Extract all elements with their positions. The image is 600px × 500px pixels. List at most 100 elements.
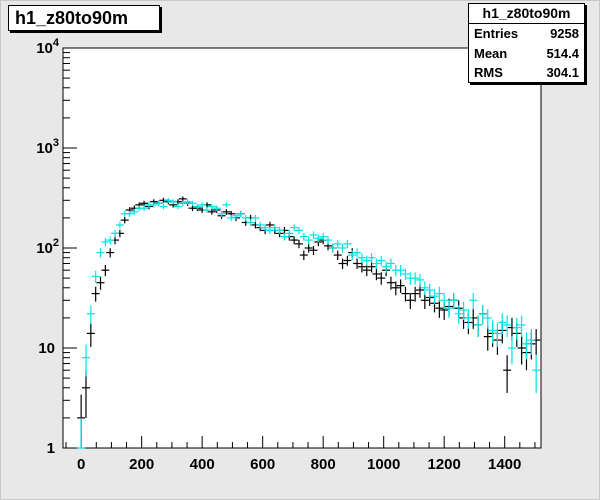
data-point [396, 279, 405, 293]
x-tick-label: 200 [129, 456, 154, 473]
data-point [338, 243, 347, 253]
data-point [130, 209, 139, 215]
data-point [198, 202, 207, 208]
data-point [246, 219, 255, 226]
data-point [91, 270, 100, 283]
data-point [294, 226, 303, 235]
data-point [222, 209, 231, 215]
data-point [483, 309, 492, 329]
data-point [217, 210, 226, 217]
stats-row-mean: Mean 514.4 [469, 44, 584, 64]
data-point [406, 293, 415, 310]
data-point [154, 200, 163, 206]
y-tick-label: 1 [47, 440, 55, 457]
data-point [294, 239, 303, 249]
data-point [86, 305, 95, 325]
stats-label: Mean [474, 45, 508, 61]
data-point [328, 243, 337, 253]
data-point [81, 370, 90, 418]
plot-area [62, 47, 542, 449]
data-point [333, 239, 342, 249]
data-point [517, 336, 526, 365]
data-point [159, 203, 168, 210]
stats-label: Entries [474, 26, 519, 41]
data-point [232, 212, 241, 219]
data-point [353, 248, 362, 258]
series-1 [77, 197, 541, 449]
data-point [149, 202, 158, 208]
data-point [474, 315, 483, 338]
data-point [401, 286, 410, 302]
data-point [261, 224, 270, 232]
data-point [106, 236, 115, 245]
data-point [81, 344, 90, 377]
data-point [207, 209, 216, 215]
data-points [77, 196, 541, 449]
data-point [415, 274, 424, 287]
data-point [280, 232, 289, 241]
data-point [212, 205, 221, 212]
data-point [203, 207, 212, 213]
data-point [140, 200, 149, 206]
x-tick-label: 800 [311, 456, 336, 473]
data-point [290, 224, 299, 232]
data-point [391, 281, 400, 296]
data-point [362, 255, 371, 266]
data-point [498, 313, 507, 335]
data-point [227, 214, 236, 222]
data-point [449, 293, 458, 310]
data-point [270, 224, 279, 232]
data-point [483, 325, 492, 351]
data-point [140, 205, 149, 212]
x-tick-label: 400 [190, 456, 215, 473]
data-point [372, 258, 381, 270]
data-point [173, 203, 182, 210]
data-point [314, 234, 323, 243]
stats-row-rms: RMS 304.1 [469, 63, 584, 83]
data-point [411, 286, 420, 302]
data-point [353, 258, 362, 270]
data-point [488, 320, 497, 344]
data-point [411, 272, 420, 285]
data-point [236, 210, 245, 217]
histogram-title: h1_z80to90m [8, 5, 160, 31]
data-point [290, 236, 299, 245]
data-point [357, 261, 366, 273]
data-point [445, 300, 454, 318]
data-point [420, 281, 429, 296]
data-point [319, 232, 328, 241]
data-point [469, 293, 478, 310]
stats-box-name: h1_z80to90m [469, 4, 584, 24]
data-point [464, 309, 473, 329]
data-point [454, 305, 463, 325]
data-point [193, 203, 202, 210]
data-point [377, 272, 386, 285]
data-point [503, 315, 512, 338]
data-point [96, 248, 105, 258]
x-tick-label: 0 [77, 456, 85, 473]
data-point [106, 248, 115, 258]
data-point [304, 236, 313, 245]
stats-row-entries: Entries 9258 [469, 24, 584, 44]
data-point [101, 264, 110, 277]
data-point [178, 196, 187, 202]
data-point [96, 276, 105, 290]
data-point [512, 317, 521, 341]
data-point [367, 261, 376, 273]
data-point [527, 329, 536, 355]
data-point [207, 203, 216, 210]
data-point [101, 238, 110, 247]
tick-labels: 0 200 400 600 800 1000 1200 1400 1 10 102 103 104 [36, 37, 521, 473]
data-point [333, 250, 342, 261]
stats-value: 9258 [550, 26, 579, 41]
x-tick-label: 1200 [428, 456, 461, 473]
data-point [435, 300, 444, 318]
data-point [459, 301, 468, 320]
y-tick-label: 10 [38, 340, 55, 357]
axes [63, 47, 536, 449]
data-point [386, 276, 395, 290]
data-point [430, 289, 439, 305]
data-point [125, 210, 134, 217]
stats-value: 304.1 [546, 65, 579, 80]
data-point [522, 332, 531, 360]
